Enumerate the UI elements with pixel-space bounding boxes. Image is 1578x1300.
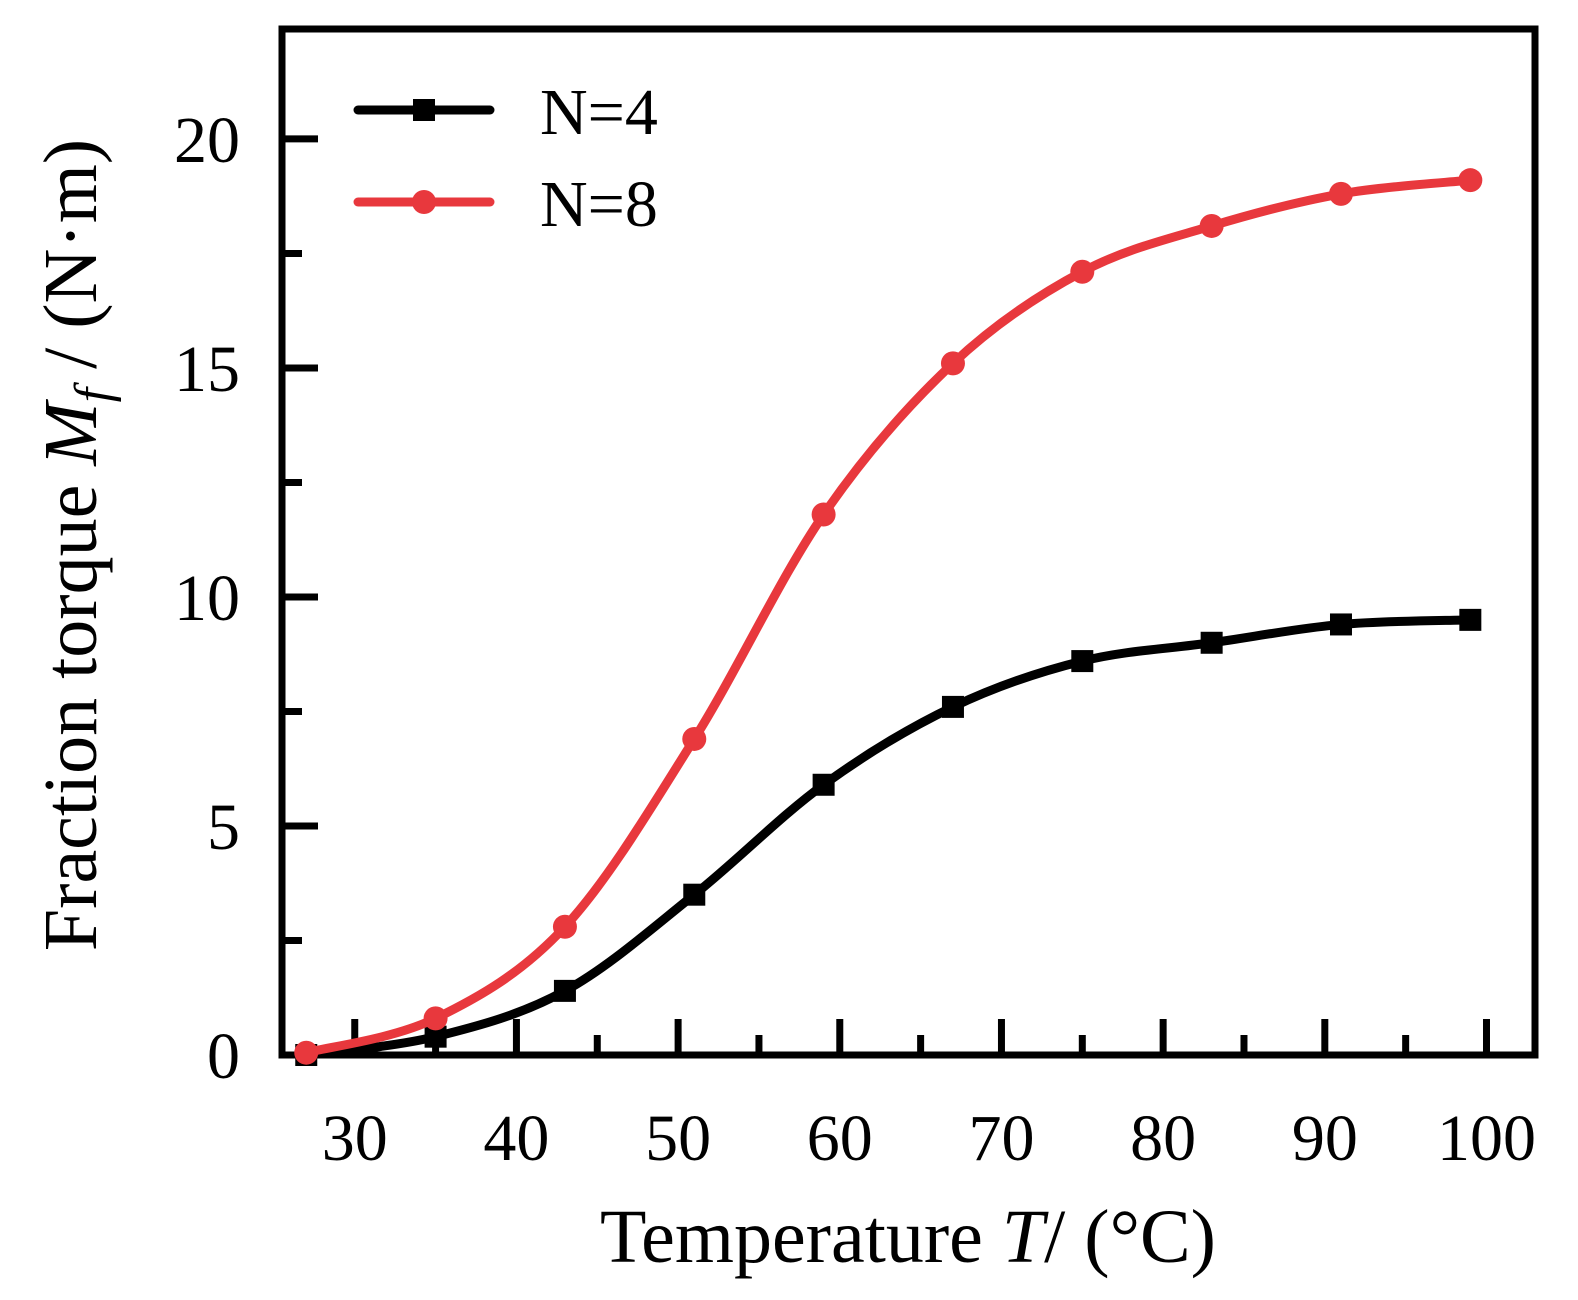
y-tick-label-5: 5 bbox=[207, 791, 240, 864]
legend-swatch-marker bbox=[413, 99, 435, 121]
x-axis-label: Temperature T/ (°C) bbox=[600, 1195, 1216, 1279]
y-axis-label: Fraction torque Mf / (N·m) bbox=[29, 139, 122, 951]
data-point-n4-43 bbox=[553, 979, 576, 1002]
data-point-n4-91 bbox=[1329, 613, 1352, 636]
legend-label-n8: N=8 bbox=[540, 168, 658, 241]
legend-label-n4: N=4 bbox=[540, 76, 658, 149]
series-layer bbox=[294, 168, 1483, 1066]
x-tick-label-100: 100 bbox=[1437, 1102, 1536, 1175]
x-tick-label-60: 60 bbox=[807, 1102, 873, 1175]
x-tick-label-80: 80 bbox=[1130, 1102, 1196, 1175]
legend-item-n4: N=4 bbox=[353, 76, 658, 149]
data-point-n8-35 bbox=[423, 1006, 448, 1031]
data-point-n8-43 bbox=[552, 914, 577, 939]
data-point-n8-27 bbox=[294, 1040, 319, 1065]
data-point-n4-75 bbox=[1071, 650, 1094, 673]
data-point-n8-83 bbox=[1199, 213, 1224, 238]
y-tick-label-10: 10 bbox=[174, 562, 240, 635]
series-n4 bbox=[295, 608, 1482, 1066]
x-tick-label-50: 50 bbox=[645, 1102, 711, 1175]
legend-item-n8: N=8 bbox=[353, 168, 658, 241]
data-point-n4-67 bbox=[941, 695, 964, 718]
series-n8 bbox=[294, 168, 1483, 1065]
x-tick-label-30: 30 bbox=[322, 1102, 388, 1175]
series-line-n8 bbox=[301, 175, 1475, 1058]
data-point-n8-99 bbox=[1458, 168, 1483, 193]
data-point-n4-51 bbox=[683, 883, 706, 906]
data-point-n8-67 bbox=[940, 351, 965, 376]
y-tick-label-20: 20 bbox=[174, 104, 240, 177]
data-point-n4-35 bbox=[424, 1025, 447, 1048]
data-point-n4-83 bbox=[1200, 631, 1223, 654]
y-tick-label-0: 0 bbox=[207, 1020, 240, 1093]
axis-ticks: 30 40 50 60 70 80 90 100 0 5 10 15 20 bbox=[174, 104, 1536, 1175]
data-point-n4-99 bbox=[1459, 608, 1482, 631]
plot-frame bbox=[278, 25, 1539, 1059]
y-tick-label-15: 15 bbox=[174, 333, 240, 406]
x-tick-label-90: 90 bbox=[1292, 1102, 1358, 1175]
x-tick-label-40: 40 bbox=[483, 1102, 549, 1175]
data-point-n8-75 bbox=[1070, 259, 1095, 284]
data-point-n8-51 bbox=[682, 726, 707, 751]
data-point-n8-59 bbox=[811, 502, 836, 527]
x-tick-label-70: 70 bbox=[968, 1102, 1034, 1175]
data-point-n4-59 bbox=[812, 773, 835, 796]
legend: N=4N=8 bbox=[353, 76, 658, 241]
data-point-n8-91 bbox=[1328, 181, 1353, 206]
series-line-n4 bbox=[301, 615, 1475, 1060]
legend-swatch-marker bbox=[412, 190, 436, 214]
